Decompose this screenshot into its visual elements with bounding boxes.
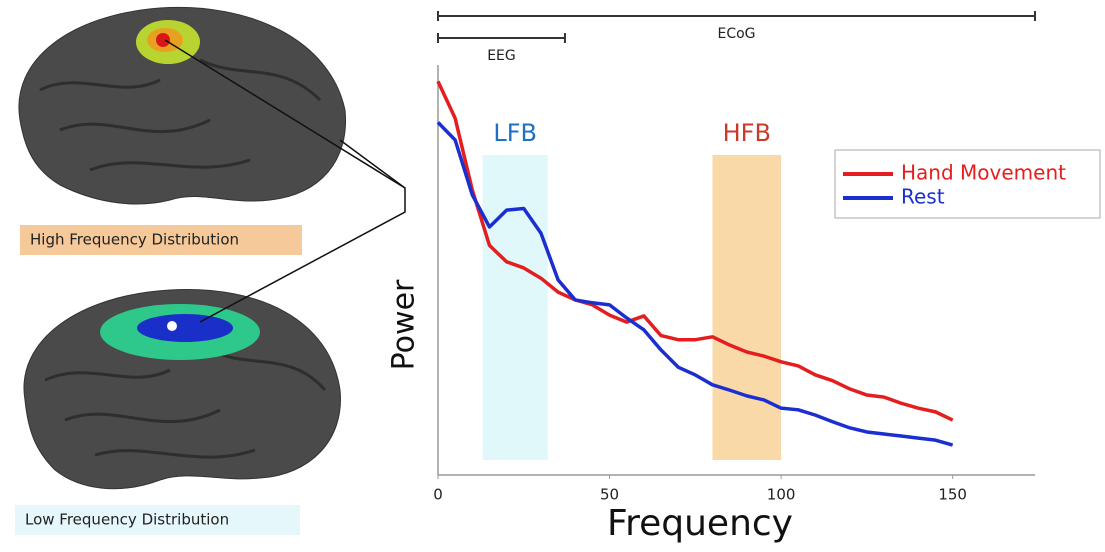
band [482, 155, 548, 460]
brain-high [18, 6, 347, 205]
series-line [436, 121, 954, 447]
connector [339, 139, 406, 189]
x-tick-label: 150 [938, 486, 967, 504]
connector [164, 39, 406, 323]
series-line [436, 80, 954, 422]
y-axis-label: Power [387, 279, 422, 370]
label-bg [15, 505, 300, 535]
brain-low [23, 289, 341, 490]
range-label: EEG [487, 48, 516, 64]
legend-label: Hand Movement [901, 161, 1066, 185]
legend-box [834, 149, 1101, 219]
band-label: HFB [723, 119, 771, 147]
panel-label: High Frequency Distribution [30, 231, 239, 249]
range-label: ECoG [717, 26, 755, 42]
x-tick-label: 0 [433, 486, 443, 504]
panel-label: Low Frequency Distribution [25, 511, 229, 529]
band [712, 155, 782, 460]
x-tick-label: 50 [600, 486, 619, 504]
band-label: LFB [493, 119, 537, 147]
legend-label: Rest [901, 185, 945, 209]
label-bg [20, 225, 302, 255]
x-tick-label: 100 [767, 486, 796, 504]
x-axis-label: Frequency [607, 503, 793, 544]
